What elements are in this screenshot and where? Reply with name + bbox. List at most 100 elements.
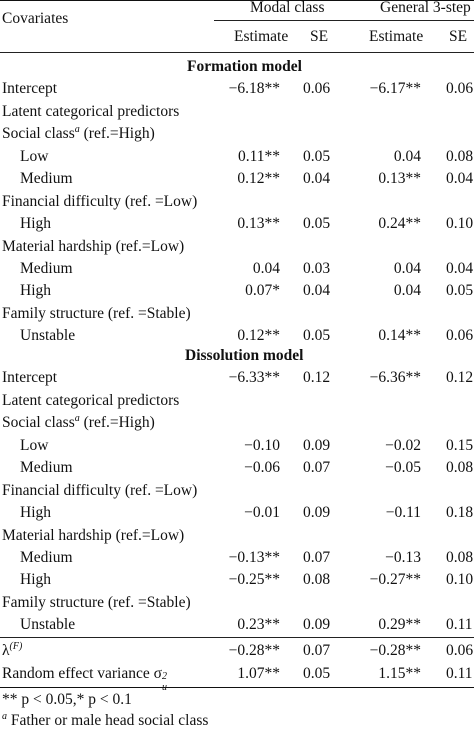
estimate-cell: 0.24**: [378, 215, 421, 232]
se-header-1: SE: [310, 28, 329, 45]
estimate-cell: 0.23**: [237, 616, 280, 633]
se-cell: 0.11: [446, 665, 473, 682]
row-label: High: [20, 282, 51, 299]
estimate-cell: −0.25**: [228, 571, 280, 588]
estimate-cell: −0.02: [385, 437, 421, 454]
group-label: Family structure (ref. =Stable): [2, 305, 191, 322]
estimate-cell: 0.13**: [237, 215, 280, 232]
footnote-mark: a: [2, 710, 7, 722]
dissolution-model-heading: Dissolution model: [185, 347, 304, 364]
se-cell: 0.04: [446, 170, 474, 187]
estimate-cell: −6.17**: [369, 80, 421, 97]
social-class-ref: (ref.=High): [79, 414, 155, 431]
top-rule: [0, 0, 474, 1]
row-label: Low: [20, 437, 49, 454]
se-cell: 0.04: [303, 282, 331, 299]
group-label: Material hardship (ref.=Low): [2, 238, 185, 255]
se-cell: 0.15: [446, 437, 474, 454]
lambda-symbol: λ: [2, 642, 10, 659]
estimate-cell: −0.28**: [369, 642, 421, 659]
se-cell: 0.04: [446, 260, 474, 277]
group-label: Latent categorical predictors: [2, 392, 180, 409]
se-cell: 0.08: [303, 571, 331, 588]
se-cell: 0.05: [303, 327, 331, 344]
estimate-cell: −0.11: [385, 504, 421, 521]
row-label: Medium: [20, 549, 73, 566]
se-cell: 0.12: [446, 369, 474, 386]
header-rule: [0, 52, 474, 53]
row-label: Medium: [20, 170, 73, 187]
group-label: Family structure (ref. =Stable): [2, 594, 191, 611]
estimate-cell: 0.04: [393, 148, 421, 165]
social-class-ref: (ref.=High): [79, 125, 155, 142]
se-cell: 0.07: [303, 642, 331, 659]
estimate-cell: −0.06: [244, 459, 280, 476]
se-cell: 0.06: [303, 80, 331, 97]
row-label: Low: [20, 148, 49, 165]
se-cell: 0.06: [446, 642, 474, 659]
group-label: Financial difficulty (ref. =Low): [2, 193, 198, 210]
se-cell: 0.10: [446, 215, 474, 232]
se-cell: 0.08: [446, 549, 474, 566]
se-cell: 0.12: [303, 369, 331, 386]
estimate-header-1: Estimate: [234, 28, 289, 45]
bottom-rule: [0, 687, 474, 688]
estimate-cell: 0.14**: [378, 327, 421, 344]
estimate-cell: −0.13: [385, 549, 421, 566]
footnote-text: Father or male head social class: [7, 712, 209, 729]
estimate-cell: 0.12**: [237, 327, 280, 344]
estimate-cell: −0.10: [244, 437, 280, 454]
social-class-text: Social class: [2, 414, 75, 431]
estimate-cell: −6.36**: [369, 369, 421, 386]
general-3-step-header: General 3-step: [380, 0, 471, 16]
lambda-superscript: (F): [9, 640, 23, 652]
row-label: Medium: [20, 459, 73, 476]
estimate-cell: −0.01: [244, 504, 280, 521]
se-cell: 0.04: [303, 170, 331, 187]
estimate-cell: −0.28**: [228, 642, 280, 659]
row-label: Unstable: [20, 616, 76, 633]
se-cell: 0.08: [446, 148, 474, 165]
se-cell: 0.18: [446, 504, 474, 521]
se-cell: 0.06: [446, 80, 474, 97]
social-class-text: Social class: [2, 125, 75, 142]
social-class-label: Social classa (ref.=High): [2, 412, 155, 431]
estimate-cell: 0.11**: [237, 148, 280, 165]
se-cell: 0.05: [446, 282, 474, 299]
se-cell: 0.10: [446, 571, 474, 588]
estimate-cell: 1.07**: [237, 665, 280, 682]
social-class-footnote-mark: a: [74, 412, 80, 424]
row-label: Intercept: [2, 369, 58, 386]
group-label: Latent categorical predictors: [2, 103, 180, 120]
se-cell: 0.11: [446, 616, 473, 633]
estimate-cell: 0.04: [393, 282, 421, 299]
se-cell: 0.09: [303, 504, 331, 521]
significance-note: ** p < 0.05,* p < 0.1: [2, 691, 132, 708]
se-header-2: SE: [449, 28, 468, 45]
se-cell: 0.05: [303, 148, 331, 165]
row-label: Medium: [20, 260, 73, 277]
summary-rule: [0, 637, 474, 638]
social-class-label: Social classa (ref.=High): [2, 124, 155, 142]
estimate-cell: −0.27**: [369, 571, 421, 588]
estimate-cell: 0.07*: [245, 282, 280, 299]
row-label: High: [20, 215, 51, 232]
lambda-label: λ(F): [2, 640, 23, 659]
group-label: Financial difficulty (ref. =Low): [2, 482, 198, 499]
se-cell: 0.09: [303, 616, 331, 633]
row-label: Unstable: [20, 327, 76, 344]
covariates-header: Covariates: [2, 10, 69, 27]
estimate-cell: 0.12**: [237, 170, 280, 187]
estimate-cell: −6.33**: [228, 369, 280, 386]
estimate-cell: 0.13**: [378, 170, 421, 187]
se-cell: 0.09: [303, 437, 331, 454]
footnote: a Father or male head social class: [2, 710, 209, 729]
estimate-cell: 0.29**: [378, 616, 421, 633]
estimate-cell: −0.05: [385, 459, 421, 476]
group-label: Material hardship (ref.=Low): [2, 527, 185, 544]
row-label: High: [20, 504, 51, 521]
modal-class-header: Modal class: [250, 0, 325, 16]
se-cell: 0.08: [446, 459, 474, 476]
